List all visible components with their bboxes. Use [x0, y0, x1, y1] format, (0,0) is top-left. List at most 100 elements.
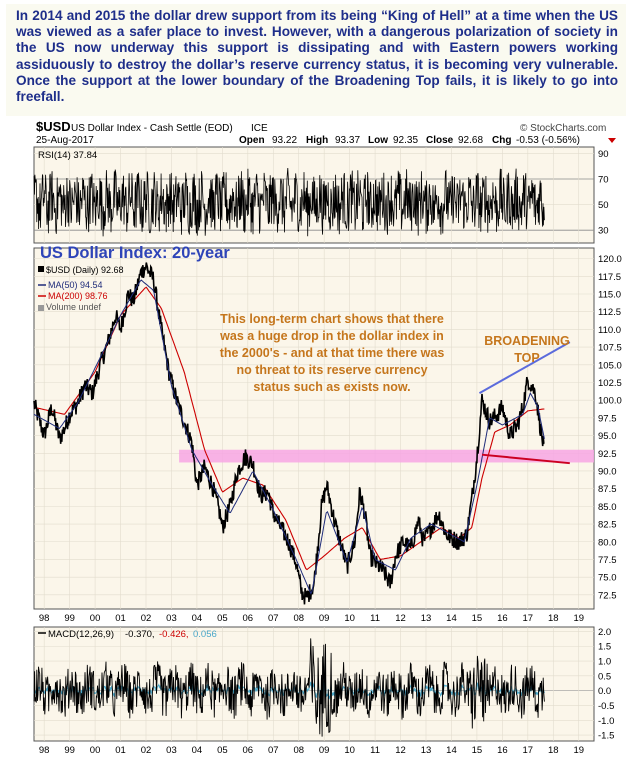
macd-x-tick-label: 14: [446, 745, 457, 756]
upper-trendline: [478, 341, 571, 394]
close-value: 92.68: [458, 135, 483, 146]
price-tick-label: 107.5: [598, 343, 622, 354]
price-tick-label: 117.5: [598, 272, 621, 283]
annotation-line-3: the 2000's - and at that time there was: [220, 346, 445, 360]
x-tick-label: 18: [548, 613, 559, 624]
date-label: 25-Aug-2017: [36, 135, 94, 146]
x-tick-label: 01: [115, 613, 126, 624]
x-tick-label: 07: [268, 613, 279, 624]
x-tick-label: 08: [293, 613, 304, 624]
low-value: 92.35: [393, 135, 418, 146]
support-band: [179, 449, 594, 463]
price-tick-label: 100.0: [598, 396, 622, 407]
macd-tick-label: -1.5: [598, 731, 614, 742]
x-tick-label: 16: [497, 613, 508, 624]
price-panel: 72.5 75.0 77.5 80.0 82.5 85.0 87.5 90.0 92.5 95.0…: [33, 244, 622, 624]
source-label: © StockCharts.com: [520, 123, 606, 134]
annotation-line-1: This long-term chart shows that there: [220, 312, 444, 326]
macd-tick-label: 1.5: [598, 642, 611, 653]
x-tick-label: 14: [446, 613, 457, 624]
x-tick-label: 06: [243, 613, 254, 624]
price-tick-label: 80.0: [598, 537, 617, 548]
x-tick-label: 17: [523, 613, 534, 624]
price-tick-label: 120.0: [598, 254, 622, 265]
annotation-line-2: was a huge drop in the dollar index in: [219, 329, 444, 343]
price-tick-label: 112.5: [598, 307, 621, 318]
x-tick-label: 98: [39, 613, 50, 624]
legend-price-swatch: [38, 266, 44, 272]
macd-x-tick-label: 11: [370, 745, 380, 756]
macd-tick-label: 1.0: [598, 657, 611, 668]
x-tick-label: 10: [344, 613, 355, 624]
macd-x-tick-label: 98: [39, 745, 50, 756]
macd-panel: -1.5 -1.0 -0.5 0.0 0.5 1.0 1.5 2.0 98 99 00 01 02 03…: [33, 626, 614, 756]
x-tick-label: 09: [319, 613, 330, 624]
legend-volume-swatch: [38, 305, 44, 311]
macd-x-tick-label: 12: [395, 745, 406, 756]
x-tick-label: 05: [217, 613, 228, 624]
rsi-label: RSI(14) 37.84: [38, 150, 97, 161]
macd-tick-label: 0.0: [598, 686, 611, 697]
macd-x-tick-label: 17: [523, 745, 534, 756]
macd-x-tick-label: 18: [548, 745, 559, 756]
price-tick-label: 82.5: [598, 520, 617, 531]
macd-x-tick-label: 99: [64, 745, 75, 756]
rsi-panel: 30 50 70 90 RSI(14) 37.84: [33, 146, 609, 244]
x-tick-label: 15: [472, 613, 483, 624]
macd-line: [33, 638, 545, 737]
macd-x-tick-label: 19: [573, 745, 584, 756]
annotation-line-5: status such as exists now.: [253, 380, 410, 394]
chart-title: US Dollar Index: 20-year: [40, 244, 230, 262]
index-name: US Dollar Index - Cash Settle (EOD): [71, 123, 233, 134]
annotation-block: This long-term chart shows that there wa…: [219, 312, 444, 394]
price-tick-label: 110.0: [598, 325, 621, 336]
ma50-line: [33, 279, 545, 595]
x-tick-label: 12: [395, 613, 406, 624]
macd-x-tick-label: 13: [421, 745, 432, 756]
intro-text-box: In 2014 and 2015 the dollar drew support…: [6, 4, 626, 116]
chg-label: Chg: [492, 135, 511, 146]
high-label: High: [306, 135, 328, 146]
macd-x-tick-label: 04: [192, 745, 203, 756]
rsi-line: [33, 167, 545, 237]
x-tick-label: 03: [166, 613, 177, 624]
price-tick-label: 115.0: [598, 290, 621, 301]
rsi-tick-label: 50: [598, 200, 609, 211]
legend-ma200: MA(200) 98.76: [48, 291, 108, 301]
price-tick-label: 87.5: [598, 484, 617, 495]
macd-x-tick-label: 08: [293, 745, 304, 756]
legend-ma50: MA(50) 94.54: [48, 280, 103, 290]
price-line: [33, 262, 545, 605]
macd-tick-label: -1.0: [598, 716, 614, 727]
x-tick-label: 13: [421, 613, 432, 624]
macd-x-tick-label: 02: [141, 745, 152, 756]
low-label: Low: [368, 135, 388, 146]
high-value: 93.37: [335, 135, 360, 146]
x-tick-label: 04: [192, 613, 203, 624]
x-tick-label: 00: [90, 613, 101, 624]
rsi-tick-label: 70: [598, 175, 609, 186]
symbol-label: $USD: [36, 119, 71, 134]
x-tick-label: 19: [573, 613, 584, 624]
legend-volume: Volume undef: [46, 302, 102, 312]
macd-x-tick-label: 07: [268, 745, 279, 756]
macd-x-tick-label: 00: [90, 745, 101, 756]
price-tick-label: 97.5: [598, 413, 617, 424]
price-tick-label: 75.0: [598, 573, 617, 584]
macd-x-tick-label: 15: [472, 745, 483, 756]
macd-tick-label: 0.5: [598, 671, 611, 682]
x-tick-label: 11: [370, 613, 380, 624]
x-tick-label: 99: [64, 613, 75, 624]
price-legend: $USD (Daily) 92.68 MA(50) 94.54 MA(200) …: [38, 265, 124, 312]
annotation-line-4: no threat to its reserve currency: [236, 363, 427, 377]
macd-value-3: 0.056: [193, 629, 217, 640]
macd-legend: MACD(12,26,9) -0.370, -0.426, 0.056: [38, 629, 217, 640]
macd-x-tick-label: 05: [217, 745, 228, 756]
lower-trendline: [481, 453, 570, 465]
macd-x-tick-label: 03: [166, 745, 177, 756]
macd-tick-label: -0.5: [598, 701, 614, 712]
chg-value: -0.53 (-0.56%): [516, 135, 580, 146]
x-tick-label: 02: [141, 613, 152, 624]
rsi-tick-label: 30: [598, 226, 609, 237]
